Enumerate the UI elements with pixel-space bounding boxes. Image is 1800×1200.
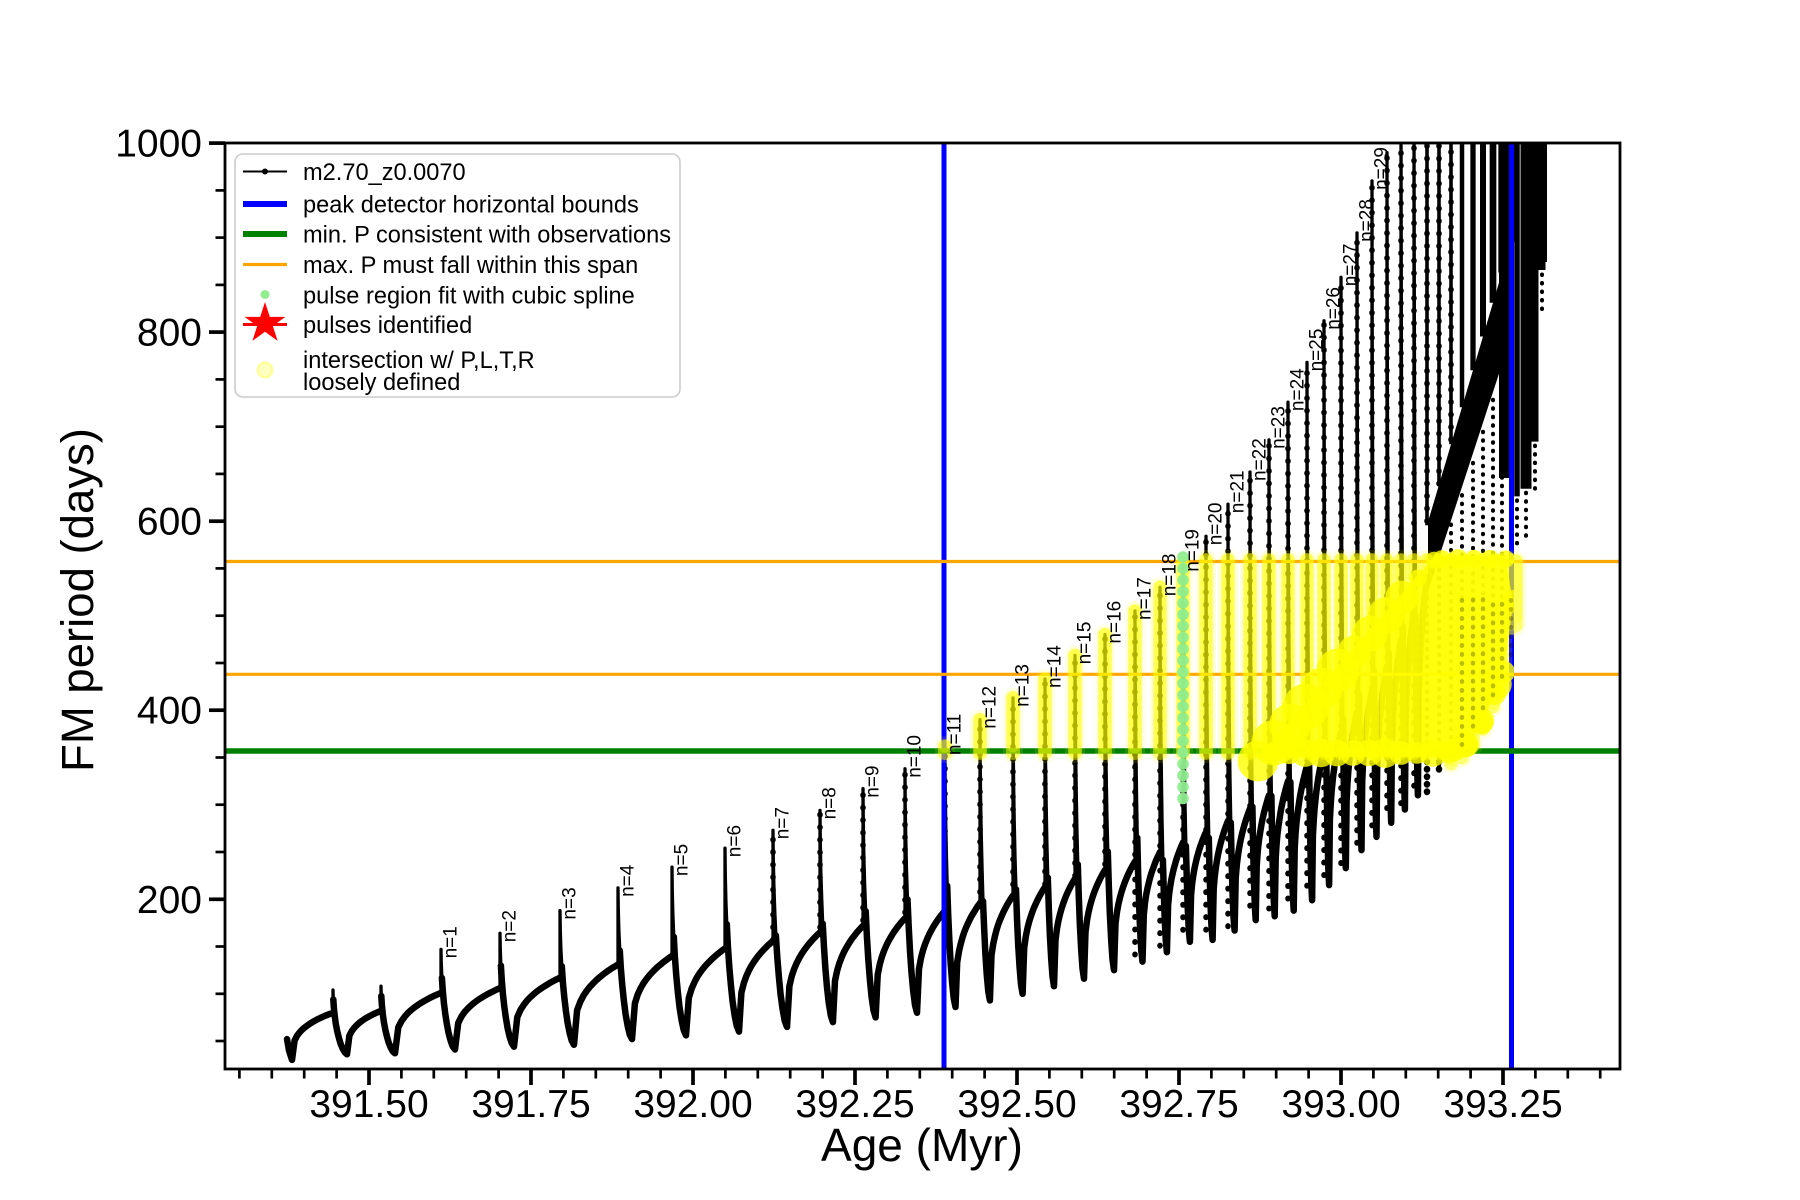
svg-text:n=12: n=12 — [980, 686, 1001, 729]
svg-text:n=17: n=17 — [1135, 577, 1156, 620]
svg-text:peak detector horizontal bound: peak detector horizontal bounds — [303, 193, 639, 219]
svg-text:n=6: n=6 — [725, 825, 746, 857]
svg-text:pulses identified: pulses identified — [303, 313, 472, 339]
svg-text:n=5: n=5 — [672, 844, 693, 876]
svg-text:Age (Myr): Age (Myr) — [821, 1119, 1023, 1171]
svg-text:n=19: n=19 — [1183, 529, 1204, 572]
svg-text:1000: 1000 — [115, 123, 202, 166]
svg-text:n=21: n=21 — [1228, 470, 1249, 513]
svg-text:200: 200 — [137, 879, 202, 922]
svg-text:n=15: n=15 — [1075, 622, 1096, 665]
svg-text:n=24: n=24 — [1288, 368, 1309, 411]
svg-text:n=13: n=13 — [1013, 664, 1034, 707]
svg-text:n=28: n=28 — [1357, 199, 1378, 242]
svg-text:n=16: n=16 — [1105, 601, 1126, 644]
svg-text:n=2: n=2 — [500, 910, 521, 942]
svg-text:n=1: n=1 — [441, 926, 462, 958]
svg-text:393.00: 393.00 — [1281, 1083, 1400, 1126]
svg-text:n=18: n=18 — [1160, 554, 1181, 597]
svg-text:800: 800 — [137, 312, 202, 355]
svg-text:n=8: n=8 — [820, 787, 841, 819]
svg-text:max. P must fall within this s: max. P must fall within this span — [303, 253, 638, 279]
svg-text:pulse region fit with cubic sp: pulse region fit with cubic spline — [303, 284, 635, 310]
svg-text:391.50: 391.50 — [309, 1083, 428, 1126]
svg-text:n=27: n=27 — [1341, 244, 1362, 287]
svg-text:392.50: 392.50 — [957, 1083, 1076, 1126]
svg-text:loosely defined: loosely defined — [303, 370, 460, 396]
svg-text:min. P consistent with observa: min. P consistent with observations — [303, 223, 671, 249]
svg-text:600: 600 — [137, 501, 202, 544]
svg-text:392.25: 392.25 — [795, 1083, 914, 1126]
svg-text:n=10: n=10 — [905, 735, 926, 778]
svg-text:n=3: n=3 — [560, 887, 581, 919]
svg-text:400: 400 — [137, 690, 202, 733]
svg-text:n=22: n=22 — [1250, 438, 1271, 481]
svg-text:n=23: n=23 — [1269, 406, 1290, 449]
svg-text:392.75: 392.75 — [1119, 1083, 1238, 1126]
svg-text:FM period (days): FM period (days) — [52, 428, 103, 772]
svg-text:m2.70_z0.0070: m2.70_z0.0070 — [303, 160, 466, 186]
svg-text:393.25: 393.25 — [1443, 1083, 1562, 1126]
svg-text:n=14: n=14 — [1045, 645, 1066, 688]
svg-text:n=11: n=11 — [945, 714, 966, 755]
svg-text:n=9: n=9 — [863, 765, 884, 797]
svg-text:391.75: 391.75 — [471, 1083, 590, 1126]
svg-text:n=29: n=29 — [1372, 147, 1393, 190]
svg-text:n=7: n=7 — [773, 807, 794, 839]
svg-text:392.00: 392.00 — [633, 1083, 752, 1126]
svg-text:n=4: n=4 — [618, 864, 639, 897]
svg-text:n=20: n=20 — [1206, 503, 1227, 546]
svg-text:n=25: n=25 — [1307, 329, 1328, 372]
svg-text:n=26: n=26 — [1324, 287, 1345, 330]
svg-text:intersection w/ P,L,T,R: intersection w/ P,L,T,R — [303, 348, 535, 374]
